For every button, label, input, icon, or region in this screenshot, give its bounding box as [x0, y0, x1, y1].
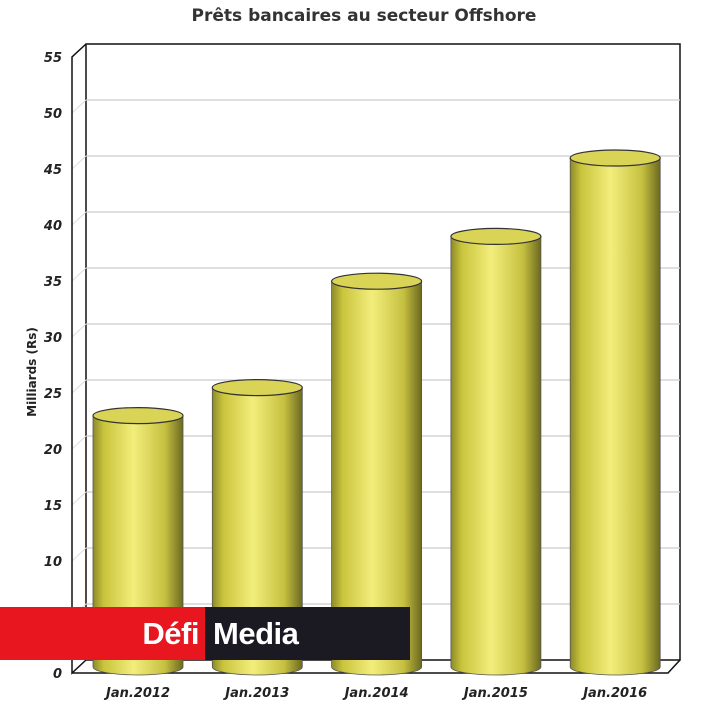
bar-body	[211, 387, 303, 676]
gridline-side	[71, 267, 87, 282]
bar-top	[450, 227, 542, 245]
bar-body	[569, 157, 661, 676]
y-axis-label: Milliards (Rs)	[25, 327, 39, 417]
y-tick-label: 45	[43, 163, 62, 178]
chart-title: Prêts bancaires au secteur Offshore	[191, 6, 537, 26]
bar-top	[569, 149, 661, 167]
gridline-side	[71, 323, 87, 338]
y-tick-label: 40	[43, 219, 62, 234]
bar-Jan.2014	[331, 272, 423, 676]
y-axis	[71, 43, 87, 675]
x-tick-label: Jan.2015	[461, 686, 528, 701]
gridline-side	[71, 435, 87, 450]
gridline-side	[71, 99, 87, 114]
y-tick-label: 50	[44, 107, 62, 122]
y-tick-label: 20	[44, 443, 62, 458]
x-tick-label: Jan.2012	[103, 686, 170, 701]
y-tick-label: 15	[44, 499, 62, 514]
bar-top	[92, 407, 184, 425]
gridline-side	[71, 155, 87, 170]
watermark-defi: Défi	[142, 615, 199, 651]
bar-top	[211, 379, 303, 397]
gridline-side	[71, 379, 87, 394]
x-tick-label: Jan.2014	[342, 686, 409, 701]
bar-Jan.2016	[569, 149, 661, 676]
gridline-side	[71, 491, 87, 506]
x-tick-label: Jan.2016	[580, 686, 647, 701]
y-tick-label: 30	[44, 331, 62, 346]
bar-body	[450, 236, 542, 676]
gridline-side	[71, 211, 87, 226]
y-tick-label: 25	[44, 387, 62, 402]
defi-media-watermark: Défi Media	[0, 607, 410, 660]
y-tick-label: 35	[44, 275, 62, 290]
bar-Jan.2015	[450, 227, 542, 676]
y-tick-label: 10	[44, 555, 62, 570]
y-tick-label: 0	[53, 667, 62, 682]
gridline-side	[71, 547, 87, 562]
bar-top	[331, 272, 423, 290]
watermark-media: Media	[213, 615, 299, 651]
x-tick-label: Jan.2013	[222, 686, 289, 701]
y-tick-label: 55	[44, 51, 62, 66]
bar-Jan.2013	[211, 379, 303, 676]
bar-body	[331, 280, 422, 676]
